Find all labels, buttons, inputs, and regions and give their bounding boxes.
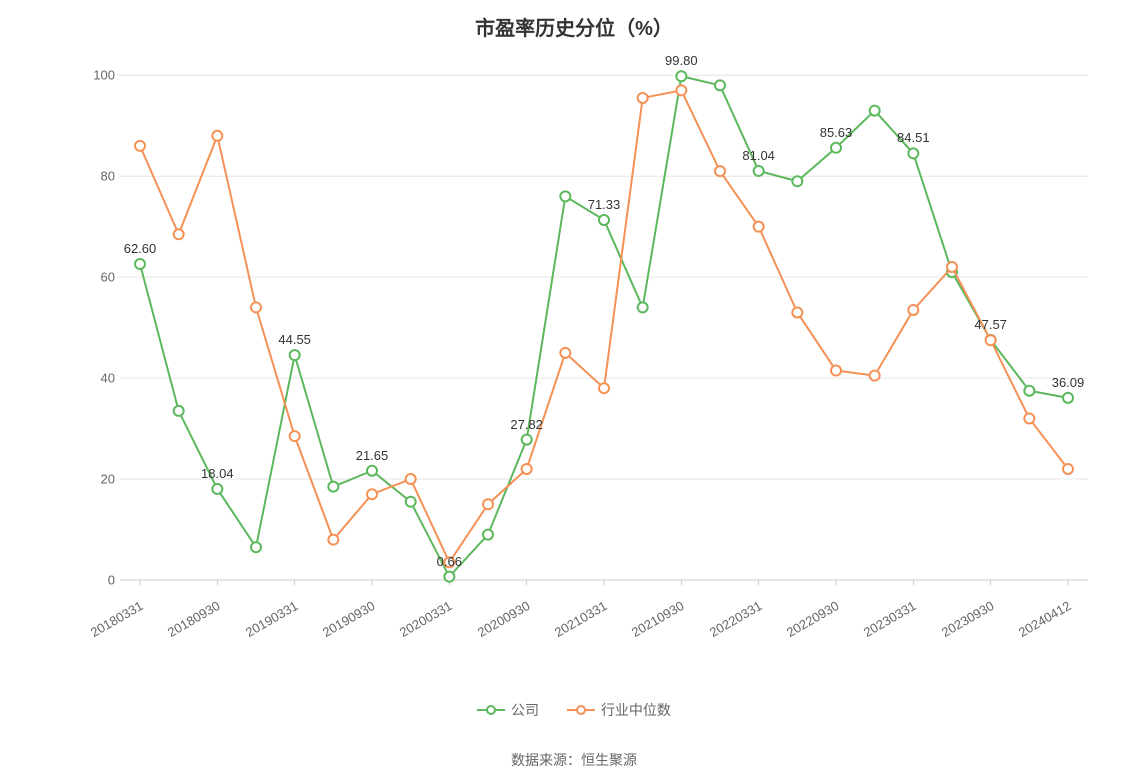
series-marker-company[interactable]: [406, 497, 416, 507]
series-marker-industry[interactable]: [251, 302, 261, 312]
series-marker-industry[interactable]: [1024, 413, 1034, 423]
series-marker-industry[interactable]: [212, 131, 222, 141]
y-tick-label: 80: [60, 169, 115, 184]
plot-area: 62.60 18.04 44.55 21.65 0.66 27.82 71.33 99.80 8…: [120, 50, 1088, 580]
y-tick-label: 100: [60, 68, 115, 83]
series-marker-company[interactable]: [135, 259, 145, 269]
data-label: 44.55: [278, 332, 311, 347]
series-marker-company[interactable]: [367, 466, 377, 476]
x-tick-label: 20190930: [320, 598, 378, 640]
series-marker-industry[interactable]: [908, 305, 918, 315]
series-marker-industry[interactable]: [715, 166, 725, 176]
series-marker-industry[interactable]: [754, 222, 764, 232]
series-marker-company[interactable]: [1024, 386, 1034, 396]
data-label: 71.33: [588, 197, 621, 212]
series-marker-company[interactable]: [676, 71, 686, 81]
legend-swatch-company: [477, 703, 505, 717]
legend: 公司 行业中位数: [0, 700, 1148, 720]
x-tick-label: 20180331: [88, 598, 146, 640]
series-marker-company[interactable]: [444, 572, 454, 582]
y-tick-label: 60: [60, 270, 115, 285]
series-marker-company[interactable]: [1063, 393, 1073, 403]
x-tick-label: 20200331: [397, 598, 455, 640]
x-tick-label: 20210331: [552, 598, 610, 640]
y-tick-label: 20: [60, 472, 115, 487]
x-tick-label: 20180930: [165, 598, 223, 640]
data-label: 62.60: [124, 241, 157, 256]
series-marker-industry[interactable]: [638, 93, 648, 103]
y-tick-label: 0: [60, 573, 115, 588]
series-marker-company[interactable]: [522, 435, 532, 445]
series-marker-company[interactable]: [831, 143, 841, 153]
series-marker-company[interactable]: [908, 148, 918, 158]
series-marker-company[interactable]: [290, 350, 300, 360]
x-tick-label: 20220930: [784, 598, 842, 640]
chart-area: 020406080100 62.6018.0444.5521.650.6627.…: [60, 50, 1088, 580]
series-marker-industry[interactable]: [406, 474, 416, 484]
data-label: 84.51: [897, 130, 930, 145]
series-marker-company[interactable]: [174, 406, 184, 416]
data-label: 85.63: [820, 125, 853, 140]
legend-item-company[interactable]: 公司: [477, 700, 539, 720]
x-tick-label: 20230930: [939, 598, 997, 640]
data-label: 27.82: [510, 417, 543, 432]
series-marker-company[interactable]: [483, 530, 493, 540]
series-marker-industry[interactable]: [290, 431, 300, 441]
data-label: 99.80: [665, 53, 698, 68]
series-marker-industry[interactable]: [560, 348, 570, 358]
series-marker-company[interactable]: [560, 191, 570, 201]
series-marker-industry[interactable]: [599, 383, 609, 393]
data-label: 21.65: [356, 448, 389, 463]
x-tick-label: 20200930: [475, 598, 533, 640]
series-marker-company[interactable]: [599, 215, 609, 225]
x-tick-label: 20210930: [629, 598, 687, 640]
data-label: 81.04: [742, 148, 775, 163]
legend-label-company: 公司: [511, 700, 539, 720]
chart-container: 市盈率历史分位（%） 0 20 40 60 80 100 62.60 18.04 44.55 2…: [0, 0, 1148, 776]
x-tick-label: 20240412: [1016, 598, 1074, 640]
y-axis: 020406080100: [60, 50, 115, 580]
x-tick-label: 20220331: [707, 598, 765, 640]
data-label: 18.04: [201, 466, 234, 481]
series-marker-industry[interactable]: [328, 535, 338, 545]
chart-title: 市盈率历史分位（%）: [0, 12, 1148, 41]
series-marker-company[interactable]: [328, 482, 338, 492]
legend-item-industry[interactable]: 行业中位数: [567, 700, 671, 720]
legend-label-industry: 行业中位数: [601, 700, 671, 720]
series-marker-company[interactable]: [870, 106, 880, 116]
y-tick-label: 40: [60, 371, 115, 386]
series-marker-industry[interactable]: [1063, 464, 1073, 474]
series-marker-industry[interactable]: [522, 464, 532, 474]
source-label: 数据来源：恒生聚源: [0, 750, 1148, 770]
legend-swatch-industry: [567, 703, 595, 717]
data-label: 36.09: [1052, 375, 1085, 390]
series-marker-company[interactable]: [212, 484, 222, 494]
series-marker-company[interactable]: [251, 542, 261, 552]
series-marker-company[interactable]: [715, 80, 725, 90]
series-marker-industry[interactable]: [174, 229, 184, 239]
series-marker-company[interactable]: [792, 176, 802, 186]
series-marker-industry[interactable]: [135, 141, 145, 151]
series-line-industry[interactable]: [140, 90, 1068, 562]
series-marker-industry[interactable]: [367, 489, 377, 499]
series-marker-industry[interactable]: [986, 335, 996, 345]
data-label: 0.66: [437, 554, 462, 569]
series-marker-industry[interactable]: [831, 366, 841, 376]
x-axis: 2018033120180930201903312019093020200331…: [120, 590, 1088, 710]
series-marker-industry[interactable]: [947, 262, 957, 272]
series-marker-industry[interactable]: [483, 499, 493, 509]
series-marker-industry[interactable]: [676, 85, 686, 95]
data-label: 47.57: [974, 317, 1007, 332]
x-tick-label: 20190331: [243, 598, 301, 640]
series-marker-industry[interactable]: [870, 371, 880, 381]
series-line-company[interactable]: [140, 76, 1068, 576]
plot-svg: [120, 50, 1088, 580]
x-tick-label: 20230331: [861, 598, 919, 640]
series-marker-industry[interactable]: [792, 307, 802, 317]
series-marker-company[interactable]: [638, 302, 648, 312]
series-marker-company[interactable]: [754, 166, 764, 176]
